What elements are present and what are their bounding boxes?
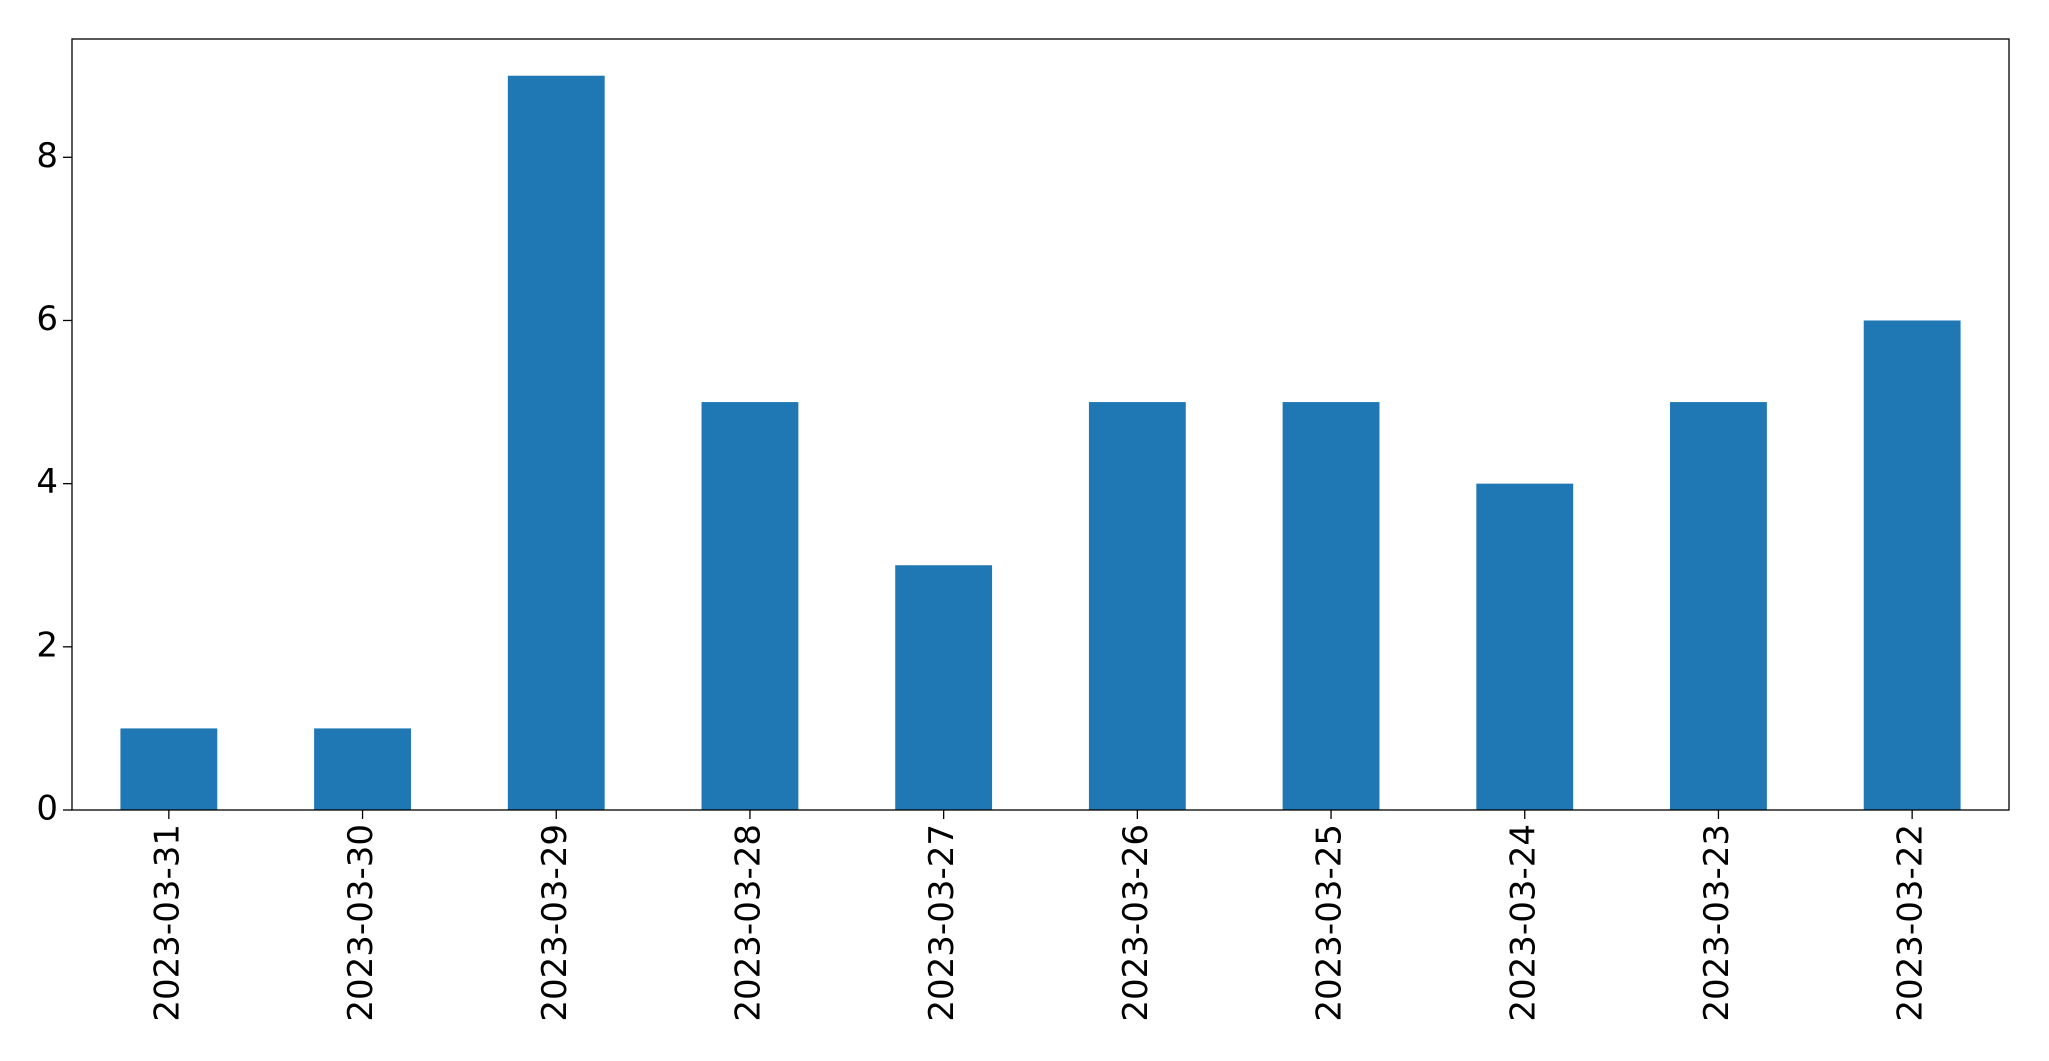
bar xyxy=(120,728,218,810)
x-tick-label: 2023-03-23 xyxy=(1697,824,1737,1022)
x-tick-label: 2023-03-22 xyxy=(1891,824,1931,1022)
bar xyxy=(701,402,799,810)
x-tick-label: 2023-03-27 xyxy=(922,824,962,1022)
bar xyxy=(1863,320,1961,810)
y-tick-label: 2 xyxy=(36,625,58,665)
x-tick-label: 2023-03-31 xyxy=(147,824,187,1022)
bar xyxy=(314,728,411,810)
bar xyxy=(507,75,605,810)
x-tick-label: 2023-03-24 xyxy=(1503,824,1543,1022)
bar xyxy=(1670,402,1767,810)
bar xyxy=(1282,402,1380,810)
bar xyxy=(1088,402,1186,810)
axes-frame xyxy=(71,38,2010,811)
y-tick-label: 8 xyxy=(36,136,58,176)
x-tick-label: 2023-03-30 xyxy=(341,824,381,1022)
y-tick-label: 0 xyxy=(36,789,58,829)
bar xyxy=(895,565,993,810)
y-tick-label: 4 xyxy=(36,462,58,502)
x-tick-label: 2023-03-25 xyxy=(1310,824,1350,1022)
bar xyxy=(1476,483,1574,810)
y-tick-label: 6 xyxy=(36,299,58,339)
x-tick-label: 2023-03-26 xyxy=(1116,824,1156,1022)
x-tick-label: 2023-03-29 xyxy=(535,824,575,1022)
x-tick-label: 2023-03-28 xyxy=(728,824,768,1022)
